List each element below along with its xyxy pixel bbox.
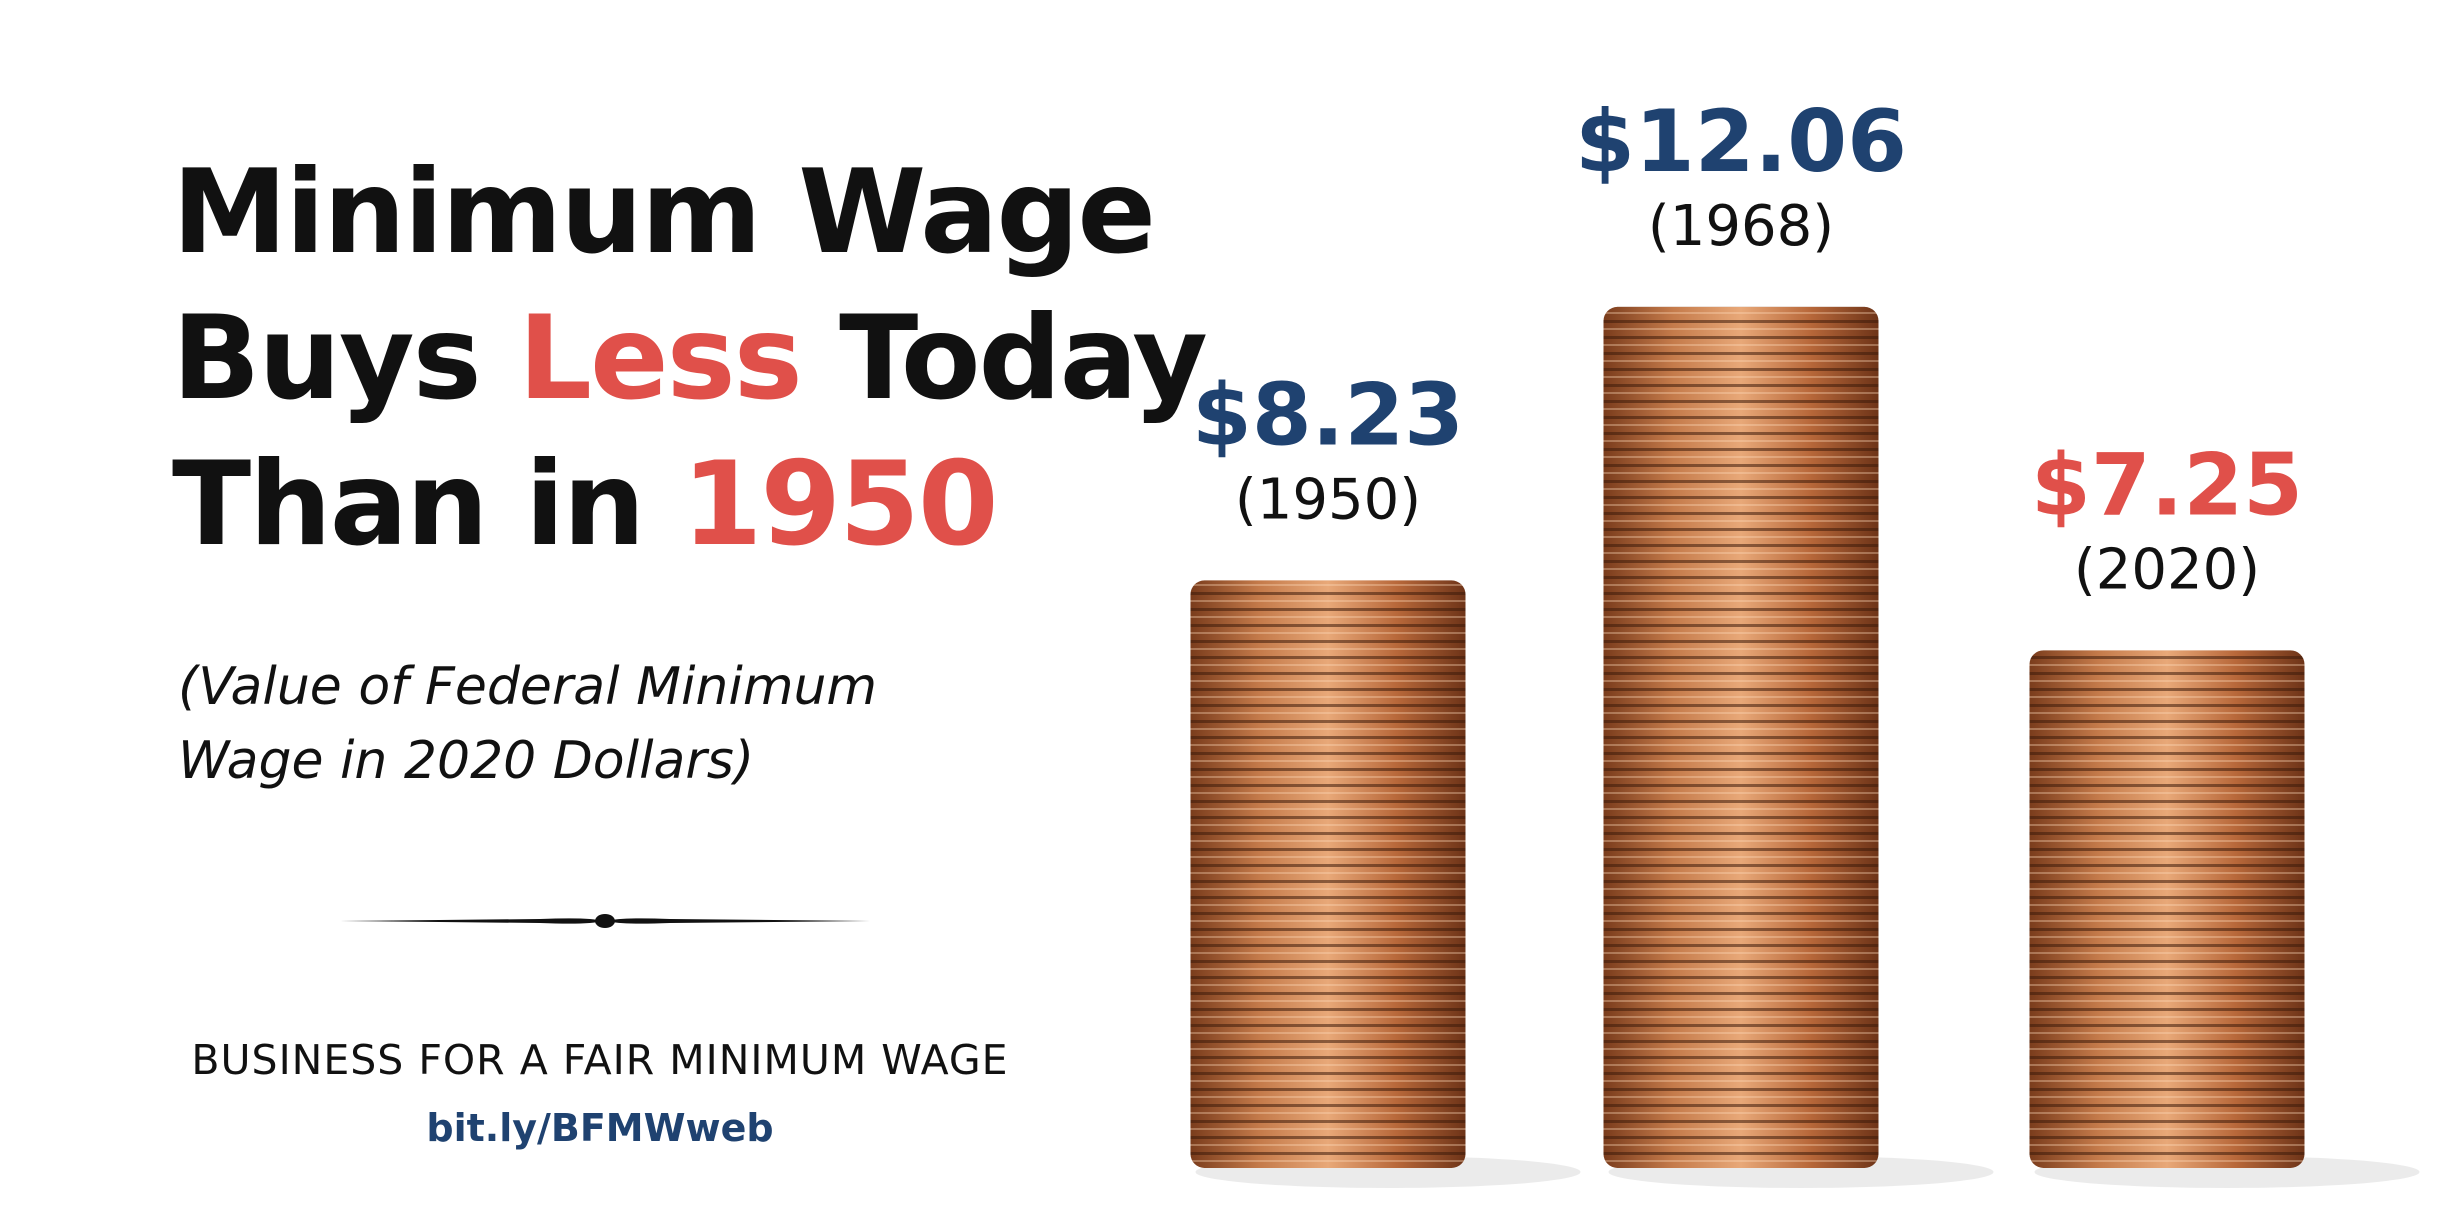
year-label: (1968) xyxy=(1648,194,1834,259)
title-highlight: 1950 xyxy=(681,437,999,572)
bar-ridges xyxy=(1190,580,1466,1168)
title: Minimum Wage Buys Less Today Than in 195… xyxy=(172,140,1208,578)
value-label: $8.23 xyxy=(1192,365,1464,465)
title-part: Buys xyxy=(172,291,482,426)
subtitle: (Value of Federal Minimum Wage in 2020 D… xyxy=(178,657,878,791)
value-label: $12.06 xyxy=(1575,92,1907,192)
title-part: Today xyxy=(839,291,1208,426)
title-highlight: Less xyxy=(518,291,803,426)
bar-ridges xyxy=(2029,650,2305,1168)
footer: BUSINESS FOR A FAIR MINIMUM WAGE xyxy=(191,1036,1009,1084)
value-label: $7.25 xyxy=(2031,435,2303,535)
year-label: (1950) xyxy=(1235,467,1421,532)
year-label: (2020) xyxy=(2074,537,2260,602)
bar-ridges xyxy=(1603,306,1879,1168)
title-part: Than in xyxy=(172,437,645,572)
divider xyxy=(340,914,870,928)
link[interactable]: bit.ly/BFMWweb xyxy=(426,1106,774,1150)
title-part: Minimum Wage xyxy=(172,145,1156,280)
